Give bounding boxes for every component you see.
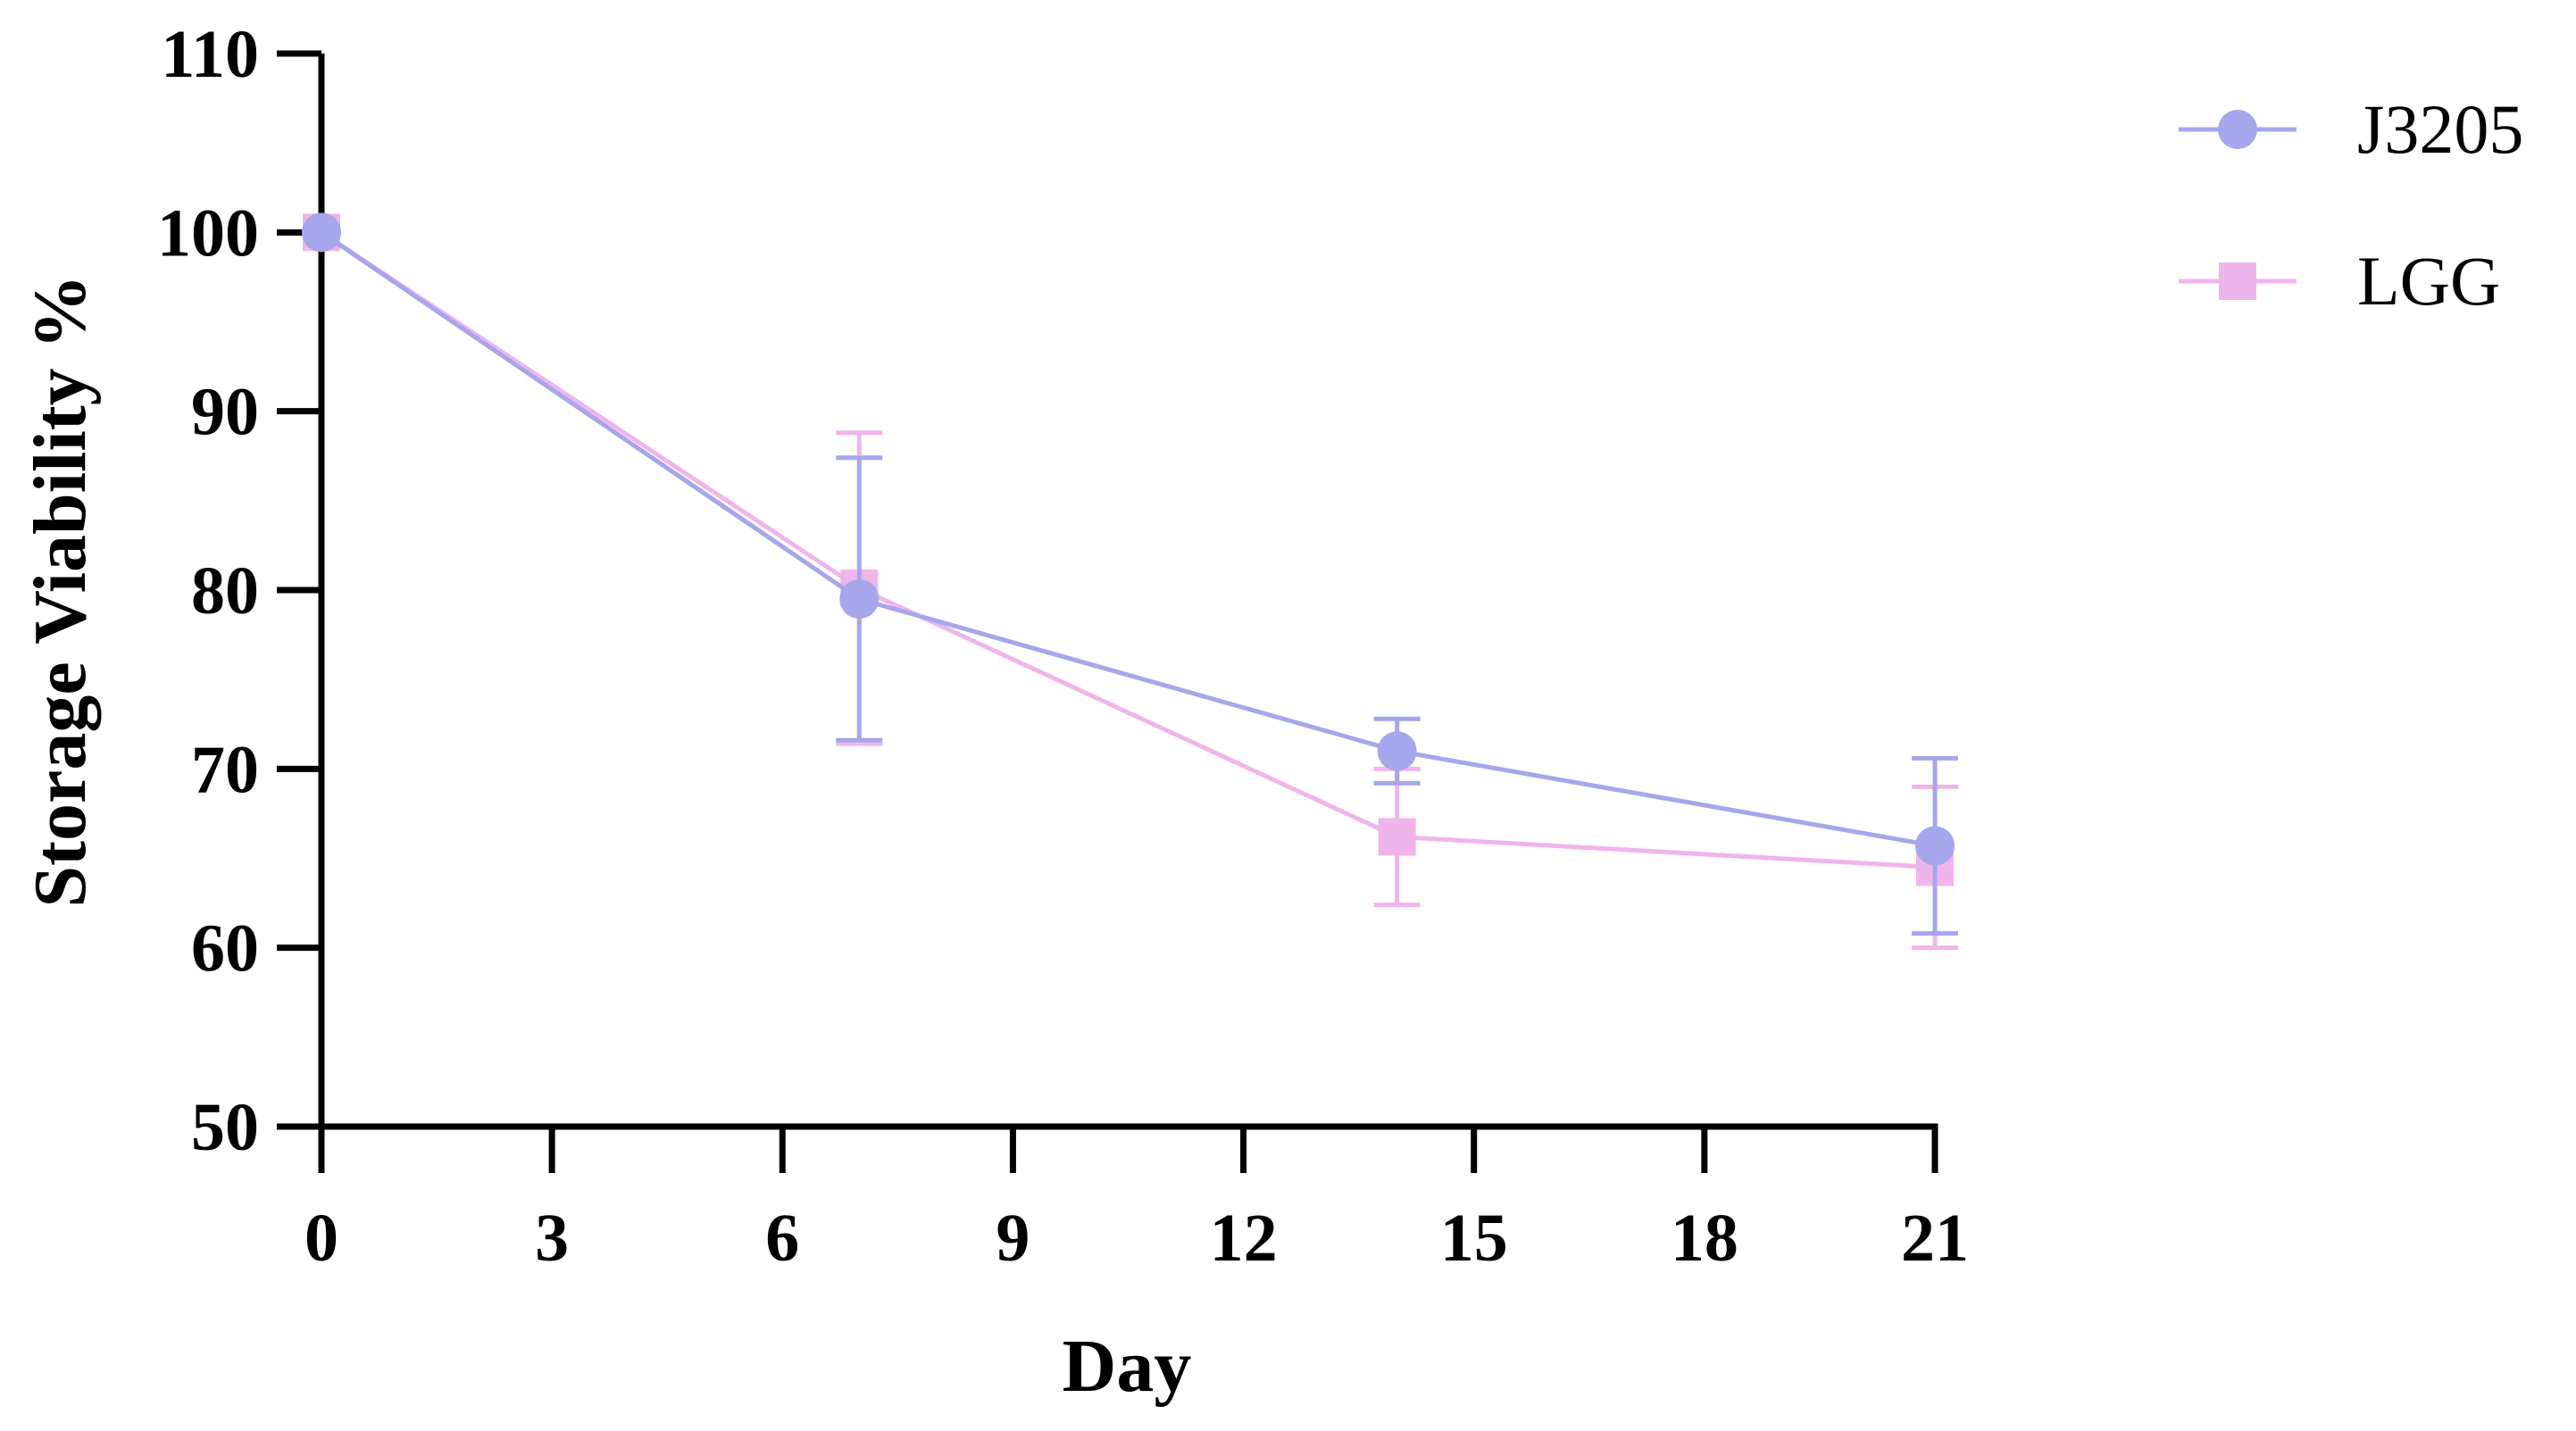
x-tick-label: 12 [1210,1201,1278,1276]
legend-label-j3205: J3205 [2357,90,2523,168]
x-tick-label: 0 [304,1201,338,1276]
series-lgg [303,213,1958,951]
series-j3205 [302,212,1958,936]
x-tick-label: 18 [1671,1201,1738,1276]
legend-label-lgg: LGG [2357,242,2500,320]
data-point-j3205 [1377,731,1417,771]
x-tick-label: 15 [1440,1201,1508,1276]
series-layer [302,212,1958,951]
data-point-lgg [1378,818,1416,856]
legend-marker-j3205 [2218,110,2257,149]
y-tick-label: 90 [191,375,259,450]
y-tick-label: 80 [191,553,259,628]
series-line-lgg [320,230,1936,870]
y-tick-label: 60 [191,911,259,986]
x-tick-label: 21 [1901,1201,1969,1276]
y-tick-label: 110 [161,17,259,92]
x-tick-label: 6 [765,1201,799,1276]
legend-marker-lgg [2219,262,2256,300]
series-line-j3205 [320,230,1936,848]
legend-item-lgg: LGG [2179,242,2500,320]
data-point-j3205 [839,579,880,620]
y-tick-label: 100 [157,196,259,270]
x-tick-label: 3 [535,1201,569,1276]
y-tick-label: 70 [191,732,259,807]
x-axis-title: Day [1063,1325,1192,1408]
y-tick-label: 50 [191,1090,259,1165]
x-tick-label: 9 [996,1201,1030,1276]
legend-item-j3205: J3205 [2179,90,2523,168]
data-point-j3205 [302,212,341,253]
axes: 50 60 70 80 90 100 110 0 3 6 9 12 15 18 21 [157,17,1969,1276]
data-point-j3205 [1915,826,1955,866]
y-axis-title: Storage Viability % [19,274,102,907]
legend: J3205 LGG [2179,90,2523,320]
